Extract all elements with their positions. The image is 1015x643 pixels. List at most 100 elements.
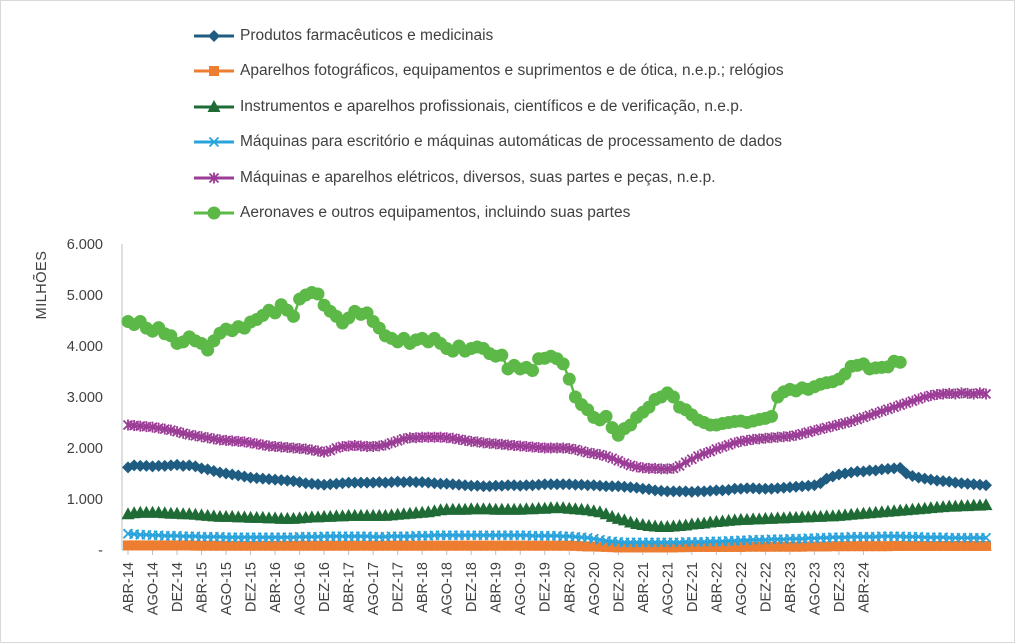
legend-swatch	[192, 171, 236, 185]
data-point	[754, 541, 765, 552]
data-point	[556, 357, 570, 371]
data-point	[319, 540, 330, 551]
data-point	[515, 540, 526, 551]
data-point	[460, 540, 471, 551]
data-point	[839, 417, 851, 429]
data-point	[956, 540, 967, 551]
data-point	[692, 450, 704, 462]
series-line	[127, 391, 987, 471]
data-point	[870, 541, 881, 552]
data-point	[962, 540, 973, 551]
data-point	[311, 287, 325, 301]
data-point	[637, 542, 648, 553]
data-point	[141, 540, 152, 551]
data-point	[662, 542, 673, 553]
data-point	[673, 485, 686, 498]
x-tick-label: ABR-16	[268, 562, 284, 613]
data-point	[674, 460, 685, 472]
data-point	[423, 540, 434, 551]
legend-marker	[207, 206, 221, 220]
data-point	[691, 485, 704, 498]
data-point	[465, 479, 478, 492]
data-point	[337, 540, 348, 551]
data-point	[858, 541, 869, 552]
data-point	[601, 541, 612, 552]
y-tick-label: 4.000	[67, 339, 103, 355]
data-point	[668, 542, 679, 553]
data-point	[821, 422, 832, 434]
data-point	[466, 540, 477, 551]
data-point	[919, 540, 930, 551]
y-tick-label: 3.000	[67, 390, 103, 406]
data-point	[562, 372, 576, 386]
legend-marker	[208, 172, 220, 184]
data-point	[362, 540, 373, 551]
data-point	[276, 540, 287, 551]
data-point	[263, 540, 274, 551]
data-point	[840, 541, 851, 552]
data-point	[331, 442, 342, 454]
data-point	[797, 541, 808, 552]
data-point	[748, 541, 759, 552]
data-point	[950, 540, 961, 551]
legend-swatch	[192, 206, 236, 220]
data-point	[520, 479, 533, 492]
data-point	[245, 540, 256, 551]
data-point	[686, 541, 697, 552]
x-tick-label: ABR-17	[342, 562, 358, 613]
data-point	[852, 541, 863, 552]
legend-item: Instrumentos e aparelhos profissionais, …	[192, 89, 784, 125]
data-point	[625, 542, 636, 553]
data-point	[343, 540, 354, 551]
x-tick-label: DEZ-15	[244, 562, 260, 612]
y-tick-label: 1.000	[67, 492, 103, 508]
x-tick-label: AGO-23	[807, 562, 823, 615]
x-tick-label: AGO-22	[734, 562, 750, 615]
data-point	[901, 397, 912, 409]
data-point	[698, 448, 710, 460]
data-point	[606, 480, 619, 493]
data-point	[208, 540, 219, 551]
data-point	[692, 541, 703, 552]
data-point	[913, 393, 924, 405]
y-tick-label: 6.000	[67, 237, 103, 253]
data-point	[152, 459, 165, 472]
data-point	[325, 445, 336, 457]
legend-swatch	[192, 29, 236, 43]
data-point	[711, 541, 722, 552]
x-tick-label: ABR-23	[783, 562, 799, 613]
data-point	[509, 540, 520, 551]
data-point	[594, 541, 605, 552]
data-point	[766, 541, 777, 552]
data-point	[527, 540, 538, 551]
series-3	[121, 498, 993, 533]
data-point	[723, 541, 734, 552]
legend-label: Aeronaves e outros equipamentos, incluin…	[240, 204, 631, 222]
data-point	[251, 540, 262, 551]
data-point	[190, 540, 201, 551]
data-point	[490, 540, 501, 551]
data-point	[214, 540, 225, 551]
data-point	[533, 540, 544, 551]
data-point	[791, 541, 802, 552]
data-point	[674, 542, 685, 553]
data-point	[496, 540, 507, 551]
data-point	[907, 395, 918, 407]
data-point	[858, 411, 869, 423]
legend-marker	[208, 29, 220, 42]
data-point	[760, 541, 771, 552]
data-point	[827, 541, 838, 552]
data-point	[153, 540, 164, 551]
data-point	[172, 540, 183, 551]
data-point	[417, 540, 428, 551]
data-point	[980, 388, 992, 400]
data-point	[717, 441, 728, 453]
data-point	[386, 437, 397, 449]
data-point	[325, 540, 336, 551]
x-tick-label: AGO-17	[366, 562, 382, 615]
data-point	[538, 478, 551, 491]
data-point	[178, 540, 189, 551]
data-point	[569, 478, 582, 491]
data-point	[778, 541, 789, 552]
data-point	[380, 439, 391, 451]
